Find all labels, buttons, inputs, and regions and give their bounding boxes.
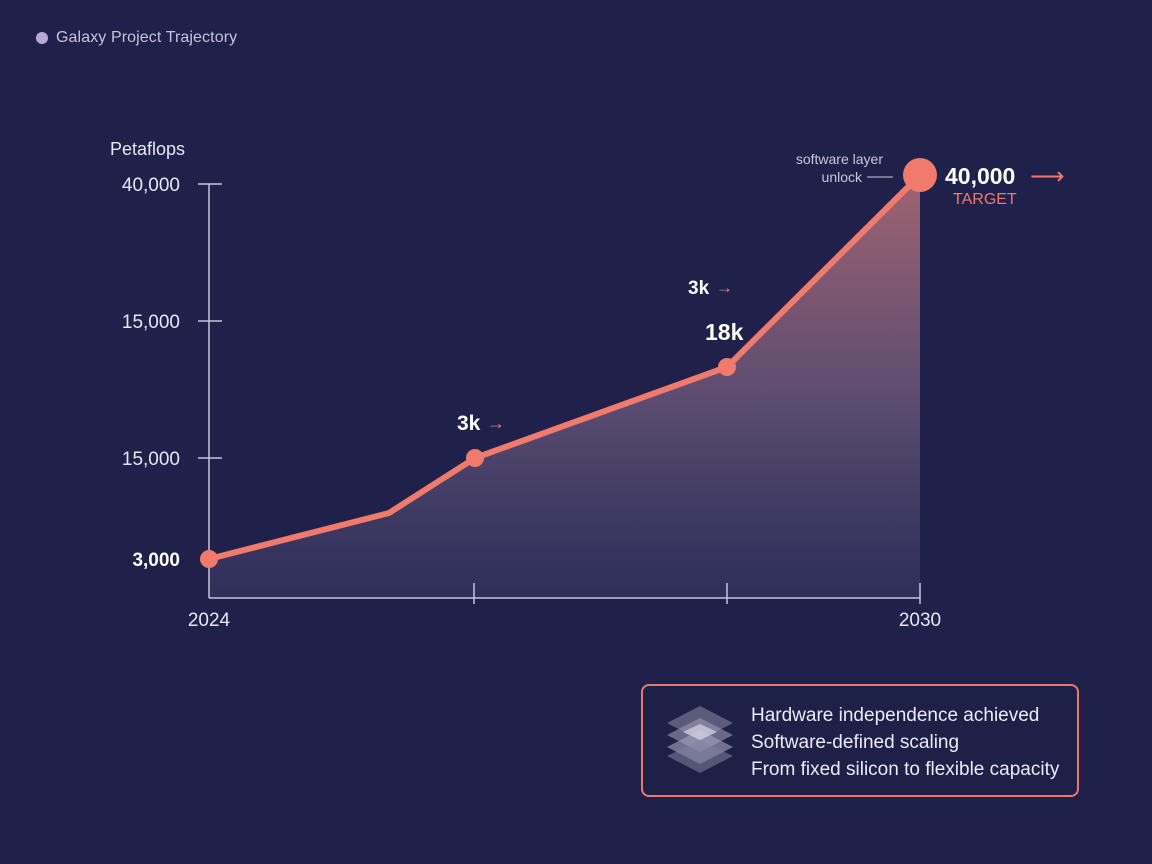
- arrow-right-icon: ⟶: [1030, 163, 1064, 190]
- data-label-3k-low: 3k: [457, 412, 481, 435]
- header-dot-icon: [36, 32, 48, 44]
- data-point: [466, 449, 484, 467]
- arrow-right-icon: →: [716, 278, 733, 297]
- end-sub-label: TARGET: [953, 191, 1017, 208]
- chart-title: Galaxy Project Trajectory: [56, 29, 238, 46]
- note-line-1: software layer: [796, 151, 883, 167]
- y-tick-label: 40,000: [122, 175, 180, 196]
- legend-line: From fixed silicon to flexible capacity: [751, 759, 1060, 780]
- x-tick-label: 2030: [899, 610, 941, 631]
- end-value-label: 40,000: [945, 163, 1015, 189]
- data-label-18k: 18k: [705, 319, 744, 345]
- y-tick-label: 15,000: [122, 312, 180, 333]
- legend-line: Hardware independence achieved: [751, 705, 1040, 726]
- y-tick-label: 3,000: [132, 550, 180, 571]
- legend-line: Software-defined scaling: [751, 732, 960, 753]
- legend-text: Hardware independence achieved Software-…: [751, 702, 1059, 783]
- y-tick-label: 15,000: [122, 449, 180, 470]
- data-point: [200, 550, 218, 568]
- data-point-target: [903, 158, 937, 192]
- data-point: [718, 358, 736, 376]
- x-tick-label: 2024: [188, 610, 231, 631]
- arrow-right-icon: →: [487, 413, 505, 433]
- chart-header: Galaxy Project Trajectory: [36, 29, 237, 47]
- layers-icon: [667, 706, 733, 773]
- legend-box: Hardware independence achieved Software-…: [641, 684, 1079, 797]
- note-line-2: unlock: [822, 169, 863, 185]
- y-axis-label: Petaflops: [110, 139, 185, 159]
- area-fill: [209, 175, 920, 598]
- data-label-3k-high: 3k: [688, 278, 710, 299]
